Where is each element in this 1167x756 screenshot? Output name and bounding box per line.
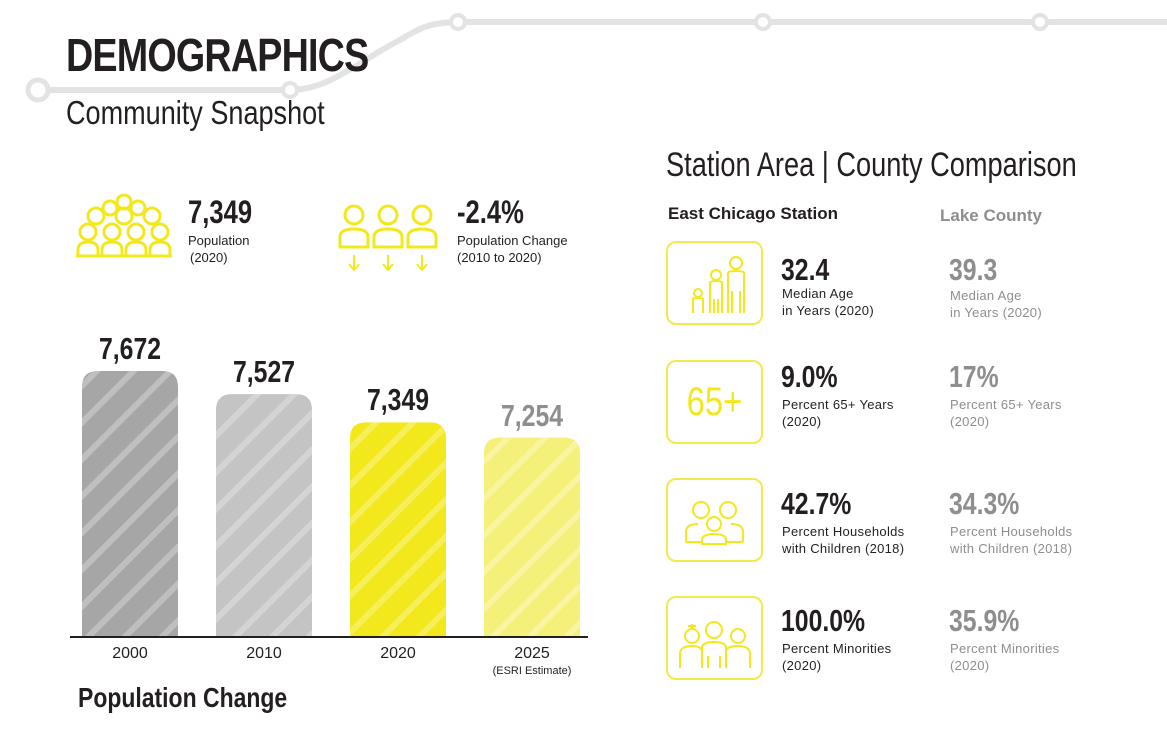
bar-stripes-2020: [350, 422, 446, 637]
station-node: [1031, 13, 1049, 31]
population-change-period: (2010 to 2020): [457, 250, 542, 265]
x-tick-label: 2020: [380, 645, 416, 662]
minorities-group-icon-box: [666, 596, 763, 680]
station-minorities-label: Percent Minorities (2020): [782, 641, 892, 673]
station-node: [754, 13, 772, 31]
page-subtitle: Community Snapshot: [66, 94, 325, 131]
family-age-icon-box: [666, 241, 763, 325]
household-children-icon-box: [666, 478, 763, 562]
minorities-group-icon: [679, 621, 751, 668]
bar-stripes-2025: [484, 437, 580, 637]
population-label: Population: [188, 233, 250, 248]
crowd-icon: [76, 193, 172, 258]
station-median-age-value: 32.4: [781, 252, 830, 287]
population-bar-chart: [70, 371, 588, 638]
station-65-plus-label: Percent 65+ Years (2020): [782, 397, 894, 429]
county-median-age-label: Median Age in Years (2020): [950, 288, 1042, 320]
x-tick-note: (ESRI Estimate): [492, 665, 572, 677]
county-households-children-value: 34.3%: [949, 486, 1020, 521]
bar-value-label: 7,349: [366, 382, 430, 418]
bar-value-label: 7,527: [232, 354, 296, 390]
population-year: (2020): [190, 250, 228, 265]
comparison-title: Station Area | County Comparison: [666, 146, 1077, 184]
family-age-icon: [692, 256, 745, 313]
station-median-age-label: Median Age in Years (2020): [782, 286, 874, 318]
station-node: [281, 81, 299, 99]
county-column-heading: Lake County: [940, 206, 1043, 225]
chart-title: Population Change: [78, 682, 288, 713]
x-tick-label: 2025: [514, 645, 550, 662]
bar-value-label: 7,254: [500, 397, 564, 433]
population-change-value: -2.4%: [457, 194, 524, 230]
bar-stripes-2010: [216, 394, 312, 637]
county-minorities-value: 35.9%: [949, 603, 1020, 638]
bar-value-label: 7,672: [98, 331, 162, 366]
station-column-heading: East Chicago Station: [668, 204, 839, 223]
county-minorities-label: Percent Minorities (2020): [950, 641, 1060, 673]
bar-stripes-2000: [82, 371, 178, 637]
sixty-five-plus-icon: 65+: [686, 380, 743, 424]
x-tick-label: 2010: [246, 645, 282, 662]
population-value: 7,349: [188, 194, 253, 230]
page-title: DEMOGRAPHICS: [66, 29, 369, 81]
station-minorities-value: 100.0%: [781, 603, 866, 638]
county-households-children-label: Percent Households with Children (2018): [950, 524, 1073, 556]
population-decline-icon: [338, 204, 438, 272]
station-65-plus-value: 9.0%: [781, 359, 838, 394]
county-median-age-value: 39.3: [949, 252, 998, 287]
station-households-children-label: Percent Households with Children (2018): [782, 524, 905, 556]
county-65-plus-label: Percent 65+ Years (2020): [950, 397, 1062, 429]
station-households-children-value: 42.7%: [781, 486, 852, 521]
household-children-icon: [685, 501, 744, 545]
sixty-five-plus-icon-box: 65+: [666, 360, 763, 444]
station-node: [449, 13, 467, 31]
population-change-label: Population Change: [457, 233, 568, 248]
transit-line-decoration: [25, 13, 1167, 103]
county-65-plus-value: 17%: [949, 359, 999, 394]
x-tick-label: 2000: [112, 645, 148, 662]
station-node: [25, 77, 51, 103]
